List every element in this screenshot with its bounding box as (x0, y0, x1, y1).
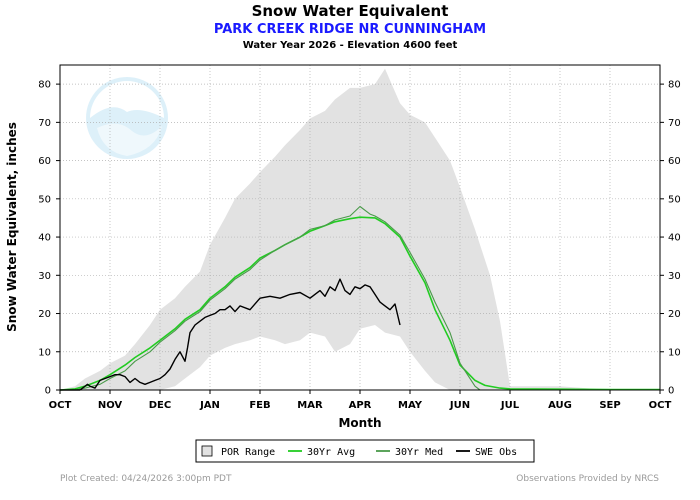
y-tick-label-left: 20 (38, 309, 51, 320)
legend-label-med: 30Yr Med (395, 447, 443, 458)
y-tick-label-left: 80 (38, 80, 51, 91)
legend-box (195, 439, 535, 463)
axes: 0 0 10 10 20 20 30 30 40 40 50 50 60 60 70 70 80 80 OCT NOV… (38, 80, 680, 411)
y-tick-label-left: 70 (38, 118, 51, 129)
y-tick-label-right: 0 (668, 386, 674, 397)
legend-swatch-por (201, 445, 213, 457)
y-tick-label-left: 30 (38, 271, 51, 282)
legend-label-por: POR Range (221, 447, 275, 458)
series-line-obs (60, 278, 401, 391)
chart-title: Snow Water Equivalent (251, 2, 449, 20)
legend-label-avg: 30Yr Avg (307, 447, 355, 458)
x-tick-label: MAR (297, 400, 323, 411)
series-line-med (60, 205, 660, 391)
y-tick-label-right: 20 (668, 309, 681, 320)
x-tick-label: DEC (149, 400, 171, 411)
y-tick-label-right: 40 (668, 233, 681, 244)
y-tick-label-left: 40 (38, 233, 51, 244)
x-axis-label: Month (338, 416, 381, 430)
y-tick-label-left: 10 (38, 347, 51, 358)
chart-subtitle2: Water Year 2026 - Elevation 4600 feet (242, 40, 458, 51)
legend: POR Range 30Yr Avg 30Yr Med SWE Obs (195, 439, 535, 463)
data-provider-note: Observations Provided by NRCS (516, 474, 659, 484)
y-tick-label-right: 80 (668, 80, 681, 91)
x-tick-label: JAN (199, 400, 220, 411)
x-tick-label: JUL (500, 400, 520, 411)
x-tick-label: SEP (599, 400, 620, 411)
y-tick-label-right: 50 (668, 194, 681, 205)
y-tick-label-left: 0 (45, 386, 51, 397)
y-tick-label-right: 30 (668, 271, 681, 282)
series-line-avg (59, 216, 660, 391)
por-range-area-group (60, 68, 660, 391)
x-tick-label: OCT (649, 400, 672, 411)
x-tick-label: JUN (449, 400, 470, 411)
x-tick-label: NOV (98, 400, 123, 411)
y-tick-label-left: 50 (38, 194, 51, 205)
series-lines (59, 205, 660, 391)
por-range-area (60, 68, 660, 391)
y-tick-label-right: 10 (668, 347, 681, 358)
y-tick-label-right: 70 (668, 118, 681, 129)
y-axis-label: Snow Water Equivalent, inches (5, 122, 19, 332)
legend-label-obs: SWE Obs (475, 447, 517, 458)
y-tick-label-left: 60 (38, 156, 51, 167)
x-tick-label: OCT (49, 400, 72, 411)
y-tick-label-right: 60 (668, 156, 681, 167)
x-tick-label: FEB (249, 400, 270, 411)
x-tick-label: APR (349, 400, 372, 411)
plot-created-note: Plot Created: 04/24/2026 3:00pm PDT (60, 474, 232, 484)
chart-subtitle: PARK CREEK RIDGE NR CUNNINGHAM (213, 22, 487, 37)
x-tick-label: MAY (398, 400, 423, 411)
x-tick-label: AUG (548, 400, 572, 411)
noaa-logo (86, 77, 168, 159)
